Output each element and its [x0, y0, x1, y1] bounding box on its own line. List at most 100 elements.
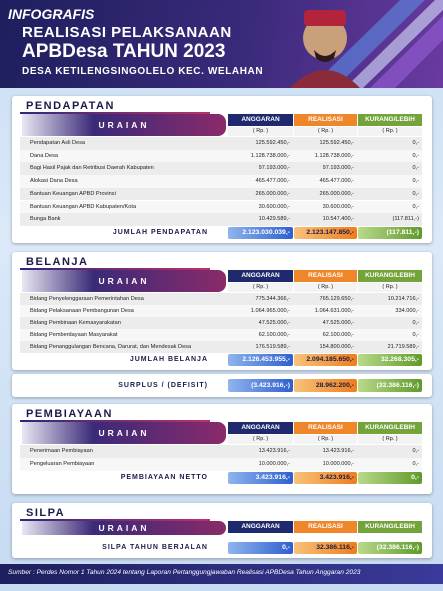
total-value: 2.123.030.039,- — [228, 226, 293, 239]
row-label: Bidang Penyelenggaraan Pemerintahan Desa — [30, 296, 144, 302]
column-header: KURANG/LEBIH — [358, 521, 422, 533]
uraian-header: URAIAN — [22, 270, 226, 292]
total-label: PEMBIAYAAN NETTO — [120, 474, 208, 481]
total-label: SURPLUS / (DEFISIT) — [118, 382, 208, 389]
title-underline — [20, 420, 210, 422]
row-value: 465.477.000,- — [319, 178, 354, 185]
column-header: ANGGARAN — [228, 422, 293, 434]
row-bg — [20, 305, 422, 317]
header-title2: APBDesa TAHUN 2023 — [22, 41, 226, 62]
unit-label: ( Rp. ) — [294, 127, 357, 136]
row-label: Dana Desa — [30, 152, 58, 159]
row-bg — [20, 187, 422, 201]
section-title: PENDAPATAN — [26, 100, 115, 112]
row-value: 10.429.589,- — [258, 216, 290, 223]
row-label: Bidang Pemberdayaan Masyarakat — [30, 332, 118, 338]
row-value: 0,- — [412, 178, 419, 185]
row-bg — [20, 293, 422, 305]
total-value: (117.811,-) — [358, 226, 422, 239]
row-bg — [20, 137, 422, 150]
row-value: 62.100.000,- — [322, 332, 354, 338]
row-value: 1.064.631.000,- — [314, 308, 354, 314]
total-value: 28.962.200,- — [294, 379, 357, 392]
row-value: 0,- — [412, 152, 419, 159]
column-header: KURANG/LEBIH — [358, 114, 422, 126]
header-tag: INFOGRAFIS — [8, 6, 95, 22]
row-value: 465.477.000,- — [255, 178, 290, 185]
row-value: (117.811,-) — [392, 216, 419, 223]
total-value: 3.423.916,- — [294, 472, 357, 484]
unit-label: ( Rp. ) — [358, 435, 422, 444]
row-value: 0,- — [412, 190, 419, 197]
row-label: Bunga Bank — [30, 216, 61, 223]
row-value: 154.800.000,- — [319, 344, 354, 350]
column-header: REALISASI — [294, 521, 357, 533]
row-value: 0,- — [412, 203, 419, 210]
row-label: Bagi Hasil Pajak dan Retribusi Daerah Ka… — [30, 165, 154, 172]
row-value: 30.600.000,- — [322, 203, 354, 210]
row-label: Pengeluaran Pembiayaan — [30, 461, 95, 467]
row-value: 47.525.000,- — [322, 320, 354, 326]
row-value: 10.000.000,- — [258, 461, 290, 467]
row-label: Bidang Penanggulangan Bencana, Darurat, … — [30, 344, 192, 350]
unit-label: ( Rp. ) — [294, 435, 357, 444]
total-value: 32.386.116,- — [294, 542, 357, 554]
header-decor — [290, 0, 443, 88]
uraian-header: URAIAN — [22, 114, 226, 136]
total-value: 2.126.453.955,- — [228, 354, 293, 366]
uraian-header: URAIAN — [22, 422, 226, 444]
row-value: 97.193.000,- — [322, 165, 354, 172]
row-bg — [20, 445, 422, 458]
row-label: Penerimaan Pembiayaan — [30, 448, 93, 454]
footer-text: Sumber : Perdes Nomor 1 Tahun 2024 tenta… — [8, 569, 361, 576]
row-value: 30.600.000,- — [258, 203, 290, 210]
total-value: 32.268.305,- — [358, 354, 422, 366]
column-header: KURANG/LEBIH — [358, 270, 422, 282]
row-label: Bidang Pelaksanaan Pembangunan Desa — [30, 308, 134, 314]
row-label: Alokasi Dana Desa — [30, 178, 78, 185]
row-value: 0,- — [412, 320, 419, 326]
section-title: BELANJA — [26, 256, 89, 268]
row-label: Pendapatan Asli Desa — [30, 140, 86, 146]
row-value: 62.100.000,- — [258, 332, 290, 338]
total-value: 0,- — [358, 472, 422, 484]
row-bg — [20, 200, 422, 214]
row-value: 10.214.716,- — [387, 296, 419, 302]
row-value: 1.128.738.000,- — [314, 152, 354, 159]
row-value: 0,- — [412, 140, 419, 146]
unit-label: ( Rp. ) — [358, 283, 422, 292]
column-header: ANGGARAN — [228, 114, 293, 126]
row-bg — [20, 149, 422, 163]
row-value: 0,- — [412, 332, 419, 338]
row-value: 265.000.000,- — [255, 190, 290, 197]
column-header: ANGGARAN — [228, 521, 293, 533]
row-value: 176.519.589,- — [255, 344, 290, 350]
footer-bar — [0, 564, 443, 584]
total-value: 2.123.147.850,- — [294, 226, 357, 239]
column-header: REALISASI — [294, 114, 357, 126]
row-value: 13.423.916,- — [322, 448, 354, 454]
row-value: 21.719.589,- — [387, 344, 419, 350]
row-bg — [20, 175, 422, 188]
row-value: 765.129.650,- — [319, 296, 354, 302]
row-value: 13.423.916,- — [258, 448, 290, 454]
row-value: 10.547.400,- — [322, 216, 354, 223]
total-label: JUMLAH PENDAPATAN — [112, 228, 208, 236]
total-value: 3.423.916,- — [228, 472, 293, 484]
column-header: REALISASI — [294, 422, 357, 434]
total-label: JUMLAH BELANJA — [129, 356, 208, 363]
row-bg — [20, 213, 422, 226]
unit-label: ( Rp. ) — [358, 127, 422, 136]
header-title: REALISASI PELAKSANAAN — [22, 24, 232, 41]
title-underline — [20, 268, 210, 270]
row-value: 0,- — [412, 448, 419, 454]
row-bg — [20, 458, 422, 471]
row-bg — [20, 317, 422, 329]
title-underline — [20, 519, 210, 521]
section-title: SILPA — [26, 507, 66, 519]
row-value: 0,- — [412, 461, 419, 467]
column-header: KURANG/LEBIH — [358, 422, 422, 434]
unit-label: ( Rp. ) — [294, 283, 357, 292]
header-subtitle: DESA KETILENGSINGOLELO KEC. WELAHAN — [22, 66, 264, 77]
